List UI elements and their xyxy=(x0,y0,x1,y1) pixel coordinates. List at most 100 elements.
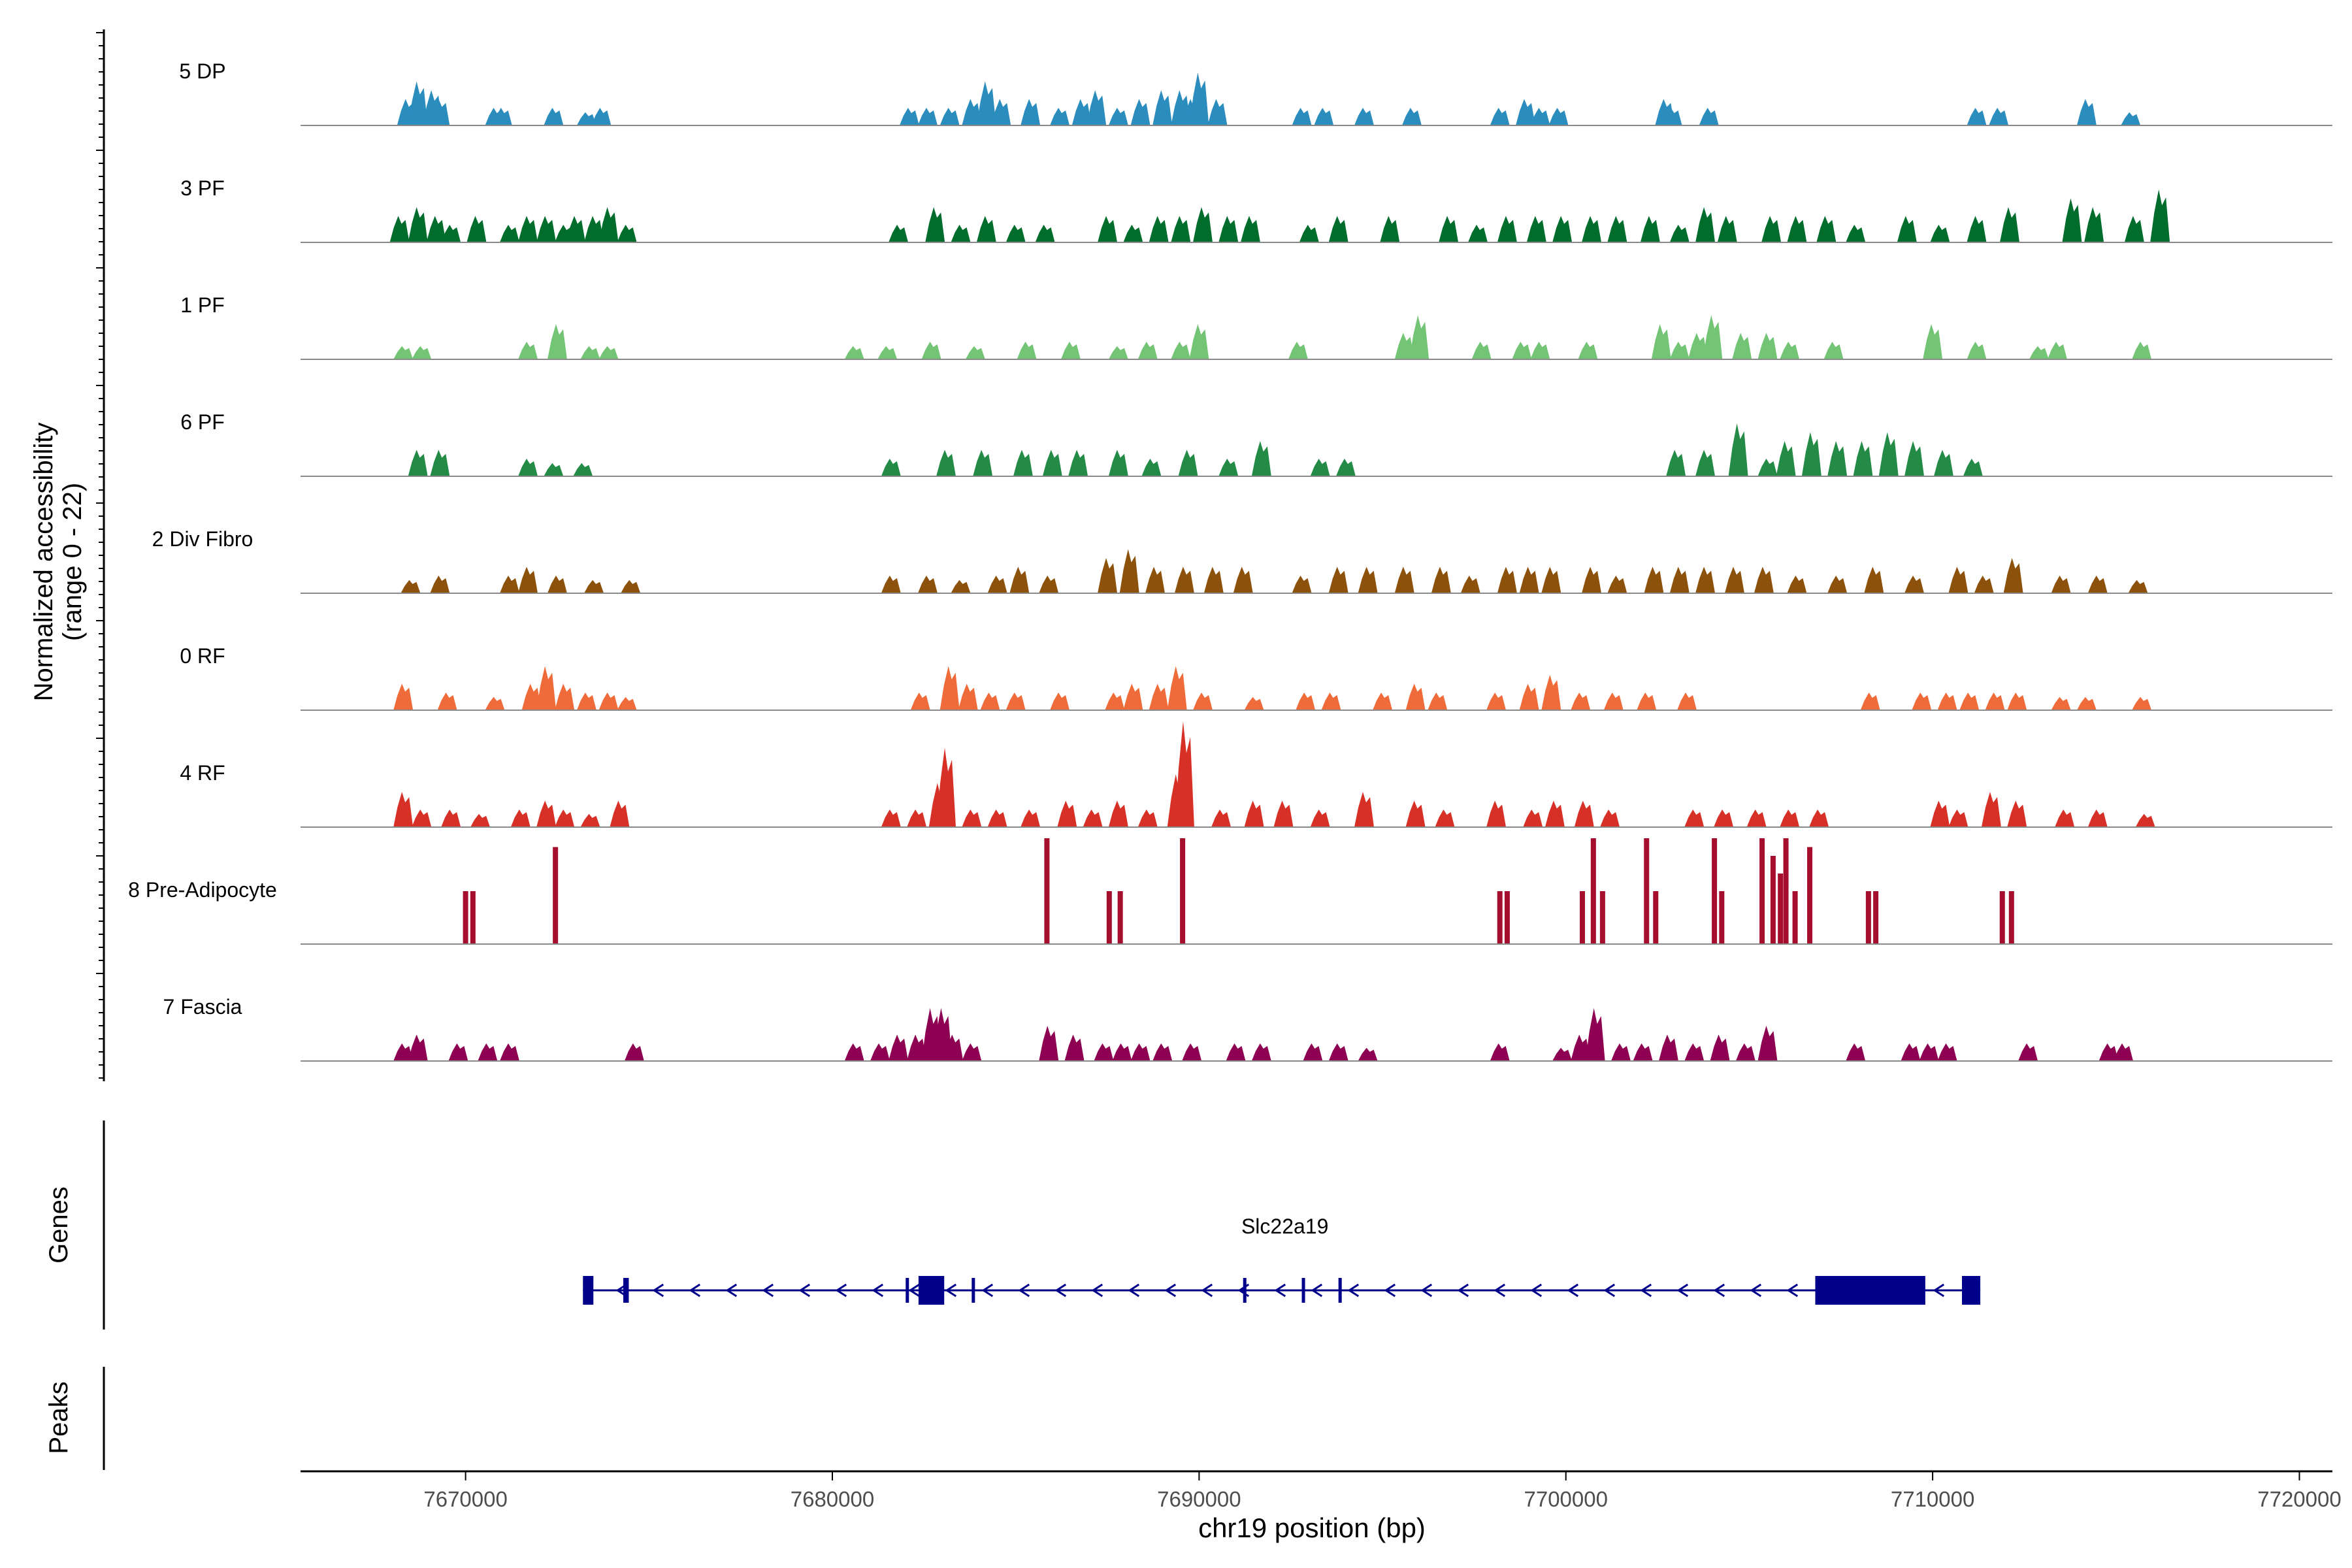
coverage-peak xyxy=(1060,342,1081,359)
track-label: 0 RF xyxy=(180,644,225,668)
coverage-peak xyxy=(1394,566,1414,593)
coverage-peak xyxy=(1123,683,1143,710)
coverage-peak xyxy=(1083,809,1103,827)
coverage-peak xyxy=(1967,342,1987,359)
coverage-peak xyxy=(547,576,567,593)
coverage-peak xyxy=(2003,558,2023,593)
coverage-peak xyxy=(555,683,575,710)
coverage-peak xyxy=(1354,792,1374,827)
coverage-peak xyxy=(412,809,432,827)
coverage-peak xyxy=(584,216,604,242)
coverage-peak xyxy=(1112,1043,1132,1061)
coverage-peak xyxy=(2087,576,2108,593)
coverage-peak xyxy=(1497,891,1503,944)
coverage-peak xyxy=(1989,108,2009,125)
coverage-peak xyxy=(1021,809,1041,827)
coverage-peak xyxy=(510,809,531,827)
coverage-peak xyxy=(1633,1043,1653,1061)
coverage-peak xyxy=(1846,225,1866,242)
coverage-peak xyxy=(1299,225,1319,242)
coverage-peak xyxy=(536,800,557,827)
coverage-peak xyxy=(521,683,542,710)
coverage-peak xyxy=(1937,1043,1957,1061)
coverage-peak xyxy=(1490,1043,1510,1061)
coverage-peak xyxy=(1174,566,1194,593)
coverage-peak xyxy=(1860,693,1880,710)
coverage-peak xyxy=(1780,809,1800,827)
coverage-peak xyxy=(576,693,596,710)
coverage-peak xyxy=(2007,800,2027,827)
coverage-peak xyxy=(393,683,414,710)
coverage-peak xyxy=(2051,696,2071,710)
strand-arrow xyxy=(1201,1283,1213,1298)
coverage-peak xyxy=(598,693,619,710)
coverage-peak xyxy=(598,346,619,359)
coverage-peak xyxy=(1981,792,2001,827)
coverage-peak xyxy=(1490,108,1510,125)
coverage-peak xyxy=(1251,441,1271,476)
coverage-peak xyxy=(1218,216,1239,242)
coverage-peak xyxy=(1688,333,1708,359)
x-tick-label: 7710000 xyxy=(1891,1487,1974,1511)
coverage-peak xyxy=(1098,216,1118,242)
coverage-peak xyxy=(976,216,996,242)
coverage-peak xyxy=(1904,576,1925,593)
coverage-peak xyxy=(844,346,864,359)
coverage-peak xyxy=(1901,1043,1921,1061)
coverage-peak xyxy=(591,108,612,125)
coverage-peak xyxy=(1710,1034,1730,1061)
coverage-peak xyxy=(2047,342,2067,359)
coverage-peak xyxy=(1644,566,1664,593)
coverage-peak xyxy=(1471,342,1492,359)
coverage-peak xyxy=(1149,683,1169,710)
coverage-peak xyxy=(1761,216,1782,242)
strand-arrow xyxy=(1347,1283,1360,1298)
coverage-peak xyxy=(1724,566,1744,593)
coverage-peak xyxy=(1405,800,1426,827)
coverage-peak xyxy=(1486,693,1507,710)
strand-arrow xyxy=(1274,1283,1286,1298)
coverage-peak xyxy=(1009,566,1030,593)
coverage-y-ticks xyxy=(96,32,104,1079)
coverage-peak xyxy=(1394,333,1414,359)
strand-arrow xyxy=(798,1283,811,1298)
coverage-peak xyxy=(1428,693,1448,710)
coverage-peak xyxy=(1846,1043,1866,1061)
coverage-peak xyxy=(1273,800,1294,827)
coverage-peak xyxy=(1013,449,1033,476)
coverage-peak xyxy=(2114,1043,2134,1061)
coverage-peak xyxy=(1582,216,1602,242)
coverage-peak xyxy=(1123,225,1143,242)
peaks-panel-label: Peaks xyxy=(44,1381,73,1454)
coverage-peak xyxy=(991,99,1011,125)
coverage-peak xyxy=(1203,566,1224,593)
coverage-peak xyxy=(1930,225,1950,242)
coverage-peak xyxy=(1610,1043,1631,1061)
coverage-peak xyxy=(1959,693,1980,710)
coverage-peak xyxy=(617,225,637,242)
coverage-peak xyxy=(544,463,564,476)
strand-arrow xyxy=(1164,1283,1177,1298)
strand-arrow xyxy=(652,1283,664,1298)
coverage-peak xyxy=(1328,566,1348,593)
coverage-peak xyxy=(1086,90,1107,125)
coverage-peak xyxy=(1211,809,1232,827)
coverage-peak xyxy=(1759,838,1765,944)
coverage-peak xyxy=(1042,449,1062,476)
coverage-peak xyxy=(408,1034,428,1061)
coverage-peak xyxy=(1684,1043,1705,1061)
coverage-peak xyxy=(1439,216,1459,242)
coverage-peak xyxy=(1519,683,1539,710)
coverage-peak xyxy=(518,459,538,476)
coverage-peak xyxy=(1039,1026,1059,1061)
coverage-peak xyxy=(1137,809,1158,827)
coverage-peak xyxy=(1754,566,1774,593)
coverage-peak xyxy=(1662,108,1682,125)
coverage-peak xyxy=(1192,693,1213,710)
coverage-peak xyxy=(1171,216,1191,242)
coverage-peak xyxy=(1776,441,1796,476)
coverage-peak xyxy=(580,346,600,359)
coverage-peak xyxy=(2008,891,2014,944)
coverage-peak xyxy=(881,576,901,593)
